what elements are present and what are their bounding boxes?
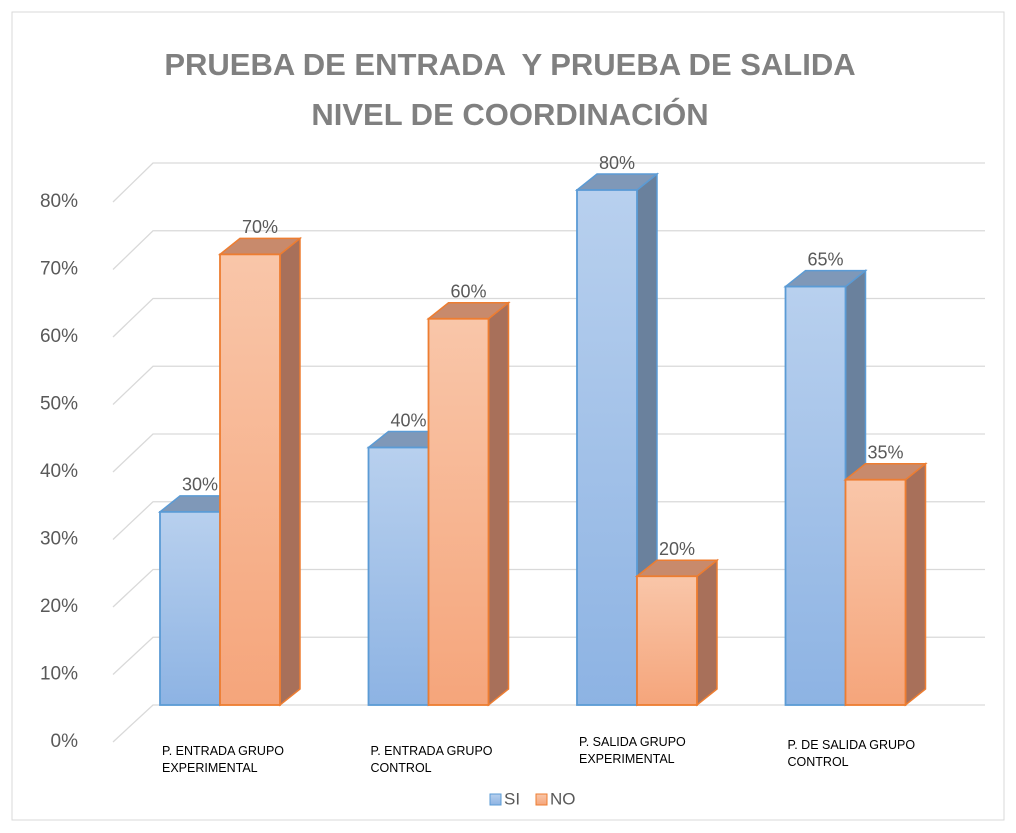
x-tick-label: P. ENTRADA GRUPO EXPERIMENTAL	[162, 744, 285, 775]
bar	[427, 317, 490, 706]
legend-swatch	[535, 793, 548, 806]
y-tick-label: 50%	[40, 394, 78, 415]
bar	[367, 446, 430, 706]
bar	[784, 285, 847, 706]
y-tick-label: 10%	[40, 664, 78, 685]
y-tick-label: 80%	[40, 191, 78, 212]
bar-side	[696, 558, 718, 707]
x-tick-label: P. DE SALIDA GRUPO CONTROL	[787, 738, 916, 769]
data-label: 20%	[659, 539, 695, 559]
x-tick-label: P. ENTRADA GRUPO CONTROL	[370, 744, 493, 775]
bar-side	[279, 236, 301, 707]
y-tick-label: 0%	[51, 731, 79, 752]
bar-side	[904, 462, 927, 707]
bar	[159, 510, 221, 706]
bar	[844, 478, 907, 706]
data-label: 65%	[807, 249, 843, 269]
data-label: 70%	[242, 217, 278, 237]
y-tick-label: 30%	[40, 529, 78, 550]
legend-label: NO	[550, 789, 576, 808]
data-label: 60%	[450, 282, 486, 302]
bar	[219, 253, 281, 706]
data-label: 80%	[599, 153, 635, 173]
y-tick-label: 70%	[40, 259, 78, 280]
x-tick-label: P. SALIDA GRUPO EXPERIMENTAL	[579, 735, 686, 766]
legend-swatch	[489, 793, 502, 806]
y-tick-label: 40%	[40, 461, 78, 482]
legend-label: SI	[504, 789, 520, 808]
y-tick-label: 60%	[40, 326, 78, 347]
data-label: 30%	[182, 475, 218, 495]
grid-line	[112, 433, 985, 473]
grid-line	[112, 230, 985, 270]
y-tick-label: 20%	[40, 596, 78, 617]
data-label: 35%	[867, 442, 903, 462]
bar	[576, 189, 638, 706]
grid-line	[112, 704, 985, 743]
grid-line	[112, 162, 985, 203]
grid-line	[112, 501, 985, 540]
bar-side	[487, 301, 510, 707]
data-label: 40%	[390, 410, 426, 430]
bar	[636, 575, 698, 706]
grid-line	[112, 297, 985, 338]
chart-title: PRUEBA DE ENTRADA Y PRUEBA DE SALIDA NIV…	[164, 47, 865, 132]
grid-line	[112, 365, 985, 405]
